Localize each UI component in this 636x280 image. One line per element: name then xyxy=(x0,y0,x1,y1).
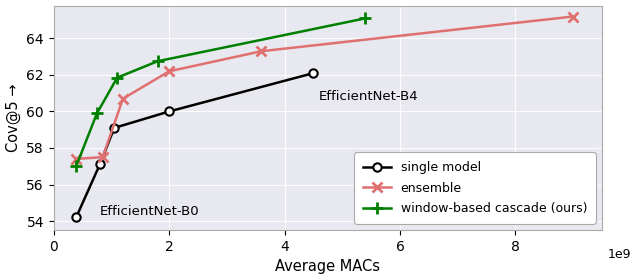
window-based cascade (ours) xyxy=(361,17,369,20)
window-based cascade (ours) xyxy=(73,165,80,168)
Text: EfficientNet-B4: EfficientNet-B4 xyxy=(319,90,418,102)
ensemble xyxy=(99,155,107,159)
Y-axis label: Cov@5 →: Cov@5 → xyxy=(6,84,21,152)
Line: single model: single model xyxy=(72,69,317,221)
Legend: single model, ensemble, window-based cascade (ours): single model, ensemble, window-based cas… xyxy=(354,152,596,224)
single model xyxy=(73,216,80,219)
ensemble xyxy=(165,70,173,73)
single model xyxy=(111,126,118,130)
single model xyxy=(165,110,173,113)
window-based cascade (ours) xyxy=(93,112,100,115)
single model xyxy=(310,71,317,75)
Text: 1e9: 1e9 xyxy=(607,248,631,261)
X-axis label: Average MACs: Average MACs xyxy=(275,260,380,274)
ensemble xyxy=(73,157,80,161)
window-based cascade (ours) xyxy=(154,60,162,63)
ensemble xyxy=(569,15,577,18)
ensemble xyxy=(258,50,265,53)
Line: ensemble: ensemble xyxy=(71,12,578,164)
window-based cascade (ours) xyxy=(113,76,121,79)
ensemble xyxy=(119,97,127,100)
single model xyxy=(96,163,104,166)
Line: window-based cascade (ours): window-based cascade (ours) xyxy=(71,13,371,172)
Text: EfficientNet-B0: EfficientNet-B0 xyxy=(100,205,200,218)
